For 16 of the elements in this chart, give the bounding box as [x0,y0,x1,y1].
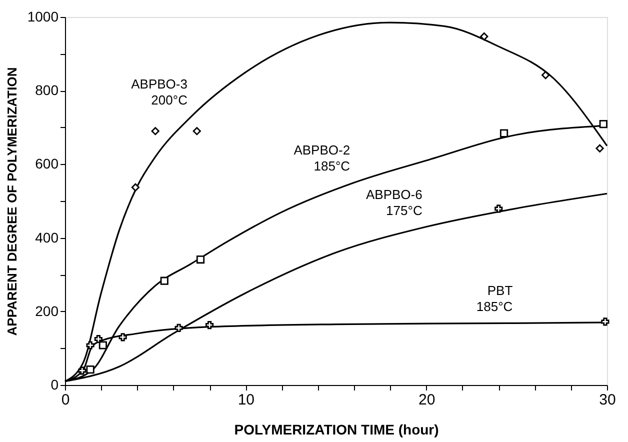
x-tick-label: 10 [238,392,255,408]
annotation: ABPBO-3 200°C [131,76,188,108]
y-tick-label: 400 [35,229,59,246]
y-axis-title: APPARENT DEGREE OF POLYMERIZATION [4,67,20,336]
annotation: PBT 185°C [476,283,513,314]
y-tick-label: 0 [50,376,59,392]
annotation: ABPBO-2 185°C [294,142,350,174]
x-tick-label: 0 [61,392,70,408]
x-axis-title: POLYMERIZATION TIME (hour) [234,422,439,438]
x-tick-label: 20 [418,392,436,408]
y-tick-label: 600 [35,156,59,172]
y-tick-label: 200 [35,302,59,319]
x-tick-label: 30 [599,392,616,408]
y-tick-label: 1000 [27,8,59,24]
y-tick-label: 800 [35,82,59,98]
annotation: ABPBO-6 175°C [366,186,422,218]
